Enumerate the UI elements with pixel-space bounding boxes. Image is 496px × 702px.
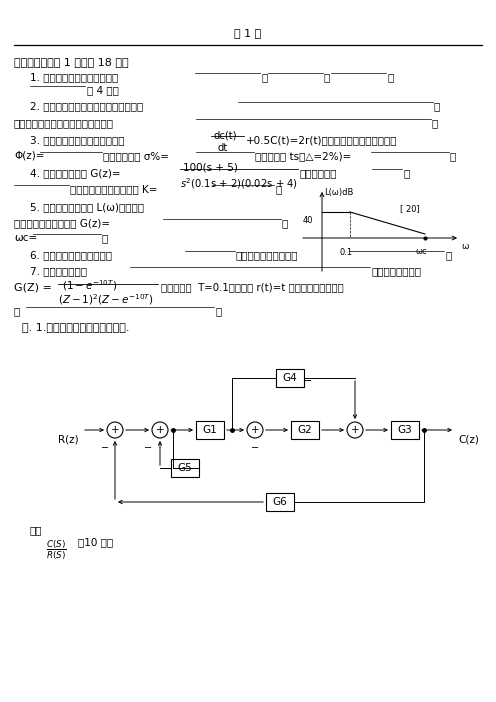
Text: 共 4 种。: 共 4 种。 (87, 85, 119, 95)
Text: 则该系统开环传递函数 G(z)=: 则该系统开环传递函数 G(z)= (14, 218, 110, 228)
Text: G3: G3 (398, 425, 412, 435)
Text: G5: G5 (178, 463, 192, 473)
Bar (266, 493, 294, 511)
Text: 1. 自动控制系统的数学模型有: 1. 自动控制系统的数学模型有 (30, 72, 118, 82)
Text: 。: 。 (215, 306, 221, 316)
Bar (291, 421, 319, 439)
Text: +: + (156, 425, 164, 435)
Bar (391, 421, 419, 439)
Text: 。: 。 (275, 184, 281, 194)
Text: R(z): R(z) (58, 434, 79, 444)
Text: （10 分）: （10 分） (78, 537, 113, 547)
Circle shape (107, 422, 123, 438)
Text: 。: 。 (102, 233, 108, 243)
Text: 。: 。 (432, 118, 438, 128)
Text: 。: 。 (445, 250, 451, 260)
Text: 0.1: 0.1 (340, 248, 353, 257)
Text: Φ(z)=: Φ(z)= (14, 151, 45, 161)
Bar (196, 421, 224, 439)
Text: 2. 连续控制系统稳定的充分必要条件是: 2. 连续控制系统稳定的充分必要条件是 (30, 101, 143, 111)
Text: 求：: 求： (30, 525, 43, 535)
Text: 、: 、 (261, 72, 267, 82)
Text: ；调节时间 ts（△=2%)=: ；调节时间 ts（△=2%)= (255, 151, 351, 161)
Text: （单位反馈  T=0.1）当输入 r(t)=t 时，该系统稳态误差: （单位反馈 T=0.1）当输入 r(t)=t 时，该系统稳态误差 (161, 282, 344, 292)
Text: dc(t): dc(t) (214, 130, 238, 140)
Text: 离散控制系统稳定的充分必要条件是: 离散控制系统稳定的充分必要条件是 (14, 118, 114, 128)
Text: G4: G4 (283, 373, 298, 383)
Text: ；: ； (282, 218, 288, 228)
Text: −: − (101, 443, 109, 453)
Text: ωc: ωc (415, 247, 427, 256)
Text: 5. 已知自动控制系统 L(ω)曲线为：: 5. 已知自动控制系统 L(ω)曲线为： (30, 202, 144, 212)
Text: ωc=: ωc= (14, 233, 37, 243)
Text: 40: 40 (303, 216, 313, 225)
Text: $(Z-1)^{2}(Z-e^{-10T})$: $(Z-1)^{2}(Z-e^{-10T})$ (58, 292, 153, 307)
Text: dt: dt (218, 143, 228, 153)
Text: 7. 采样器的作用是: 7. 采样器的作用是 (30, 266, 87, 276)
Text: G6: G6 (273, 497, 287, 507)
Text: 调节器，其校正作用是: 调节器，其校正作用是 (236, 250, 299, 260)
Text: 。: 。 (450, 151, 456, 161)
Text: 6. 相位滞后校正装置又称为: 6. 相位滞后校正装置又称为 (30, 250, 112, 260)
Text: 为: 为 (14, 306, 20, 316)
Text: 型系统；其开环放大系数 K=: 型系统；其开环放大系数 K= (70, 184, 158, 194)
Text: −: − (144, 443, 152, 453)
Text: 、: 、 (324, 72, 330, 82)
Text: $\frac{C(S)}{R(S)}$: $\frac{C(S)}{R(S)}$ (46, 538, 66, 562)
Text: 4. 某单位反馈系统 G(z)=: 4. 某单位反馈系统 G(z)= (30, 168, 121, 178)
Text: +0.5C(t)=2r(t)，则该系统的闭环传递函数: +0.5C(t)=2r(t)，则该系统的闭环传递函数 (246, 135, 397, 145)
Text: +: + (351, 425, 359, 435)
Text: 一、填空（每空 1 分，共 18 分）: 一、填空（每空 1 分，共 18 分） (14, 57, 128, 67)
Circle shape (247, 422, 263, 438)
Text: $(1-e^{-10T})$: $(1-e^{-10T})$ (62, 278, 118, 293)
Text: −: − (251, 443, 259, 453)
Text: 3. 某统控制系统的微分方程为：: 3. 某统控制系统的微分方程为： (30, 135, 124, 145)
Text: $s^{2}$(0.1s + 2)(0.02s + 4): $s^{2}$(0.1s + 2)(0.02s + 4) (180, 176, 298, 191)
Text: ；该系统超调 σ%=: ；该系统超调 σ%= (103, 151, 169, 161)
Circle shape (347, 422, 363, 438)
Text: 二. 1.求图示控制系统的传递函数.: 二. 1.求图示控制系统的传递函数. (22, 322, 129, 332)
Circle shape (152, 422, 168, 438)
Text: ，则该系统是: ，则该系统是 (300, 168, 337, 178)
Text: −: − (304, 376, 312, 386)
Text: C(z): C(z) (458, 434, 479, 444)
Text: 第 1 页: 第 1 页 (235, 28, 261, 38)
Text: L(ω)dB: L(ω)dB (324, 188, 353, 197)
Text: G(Z) =: G(Z) = (14, 282, 52, 292)
Text: 。: 。 (434, 101, 440, 111)
Text: +: + (250, 425, 259, 435)
Bar (276, 369, 304, 387)
Text: ω: ω (461, 242, 469, 251)
Text: 100(s + 5): 100(s + 5) (183, 163, 238, 173)
Bar (171, 459, 199, 477)
Text: +: + (111, 425, 120, 435)
Text: 阶: 阶 (403, 168, 409, 178)
Text: G2: G2 (298, 425, 312, 435)
Text: 、: 、 (387, 72, 393, 82)
Text: ，某离散控制系统: ，某离散控制系统 (371, 266, 421, 276)
Text: [ 20]: [ 20] (400, 204, 420, 213)
Text: G1: G1 (203, 425, 217, 435)
